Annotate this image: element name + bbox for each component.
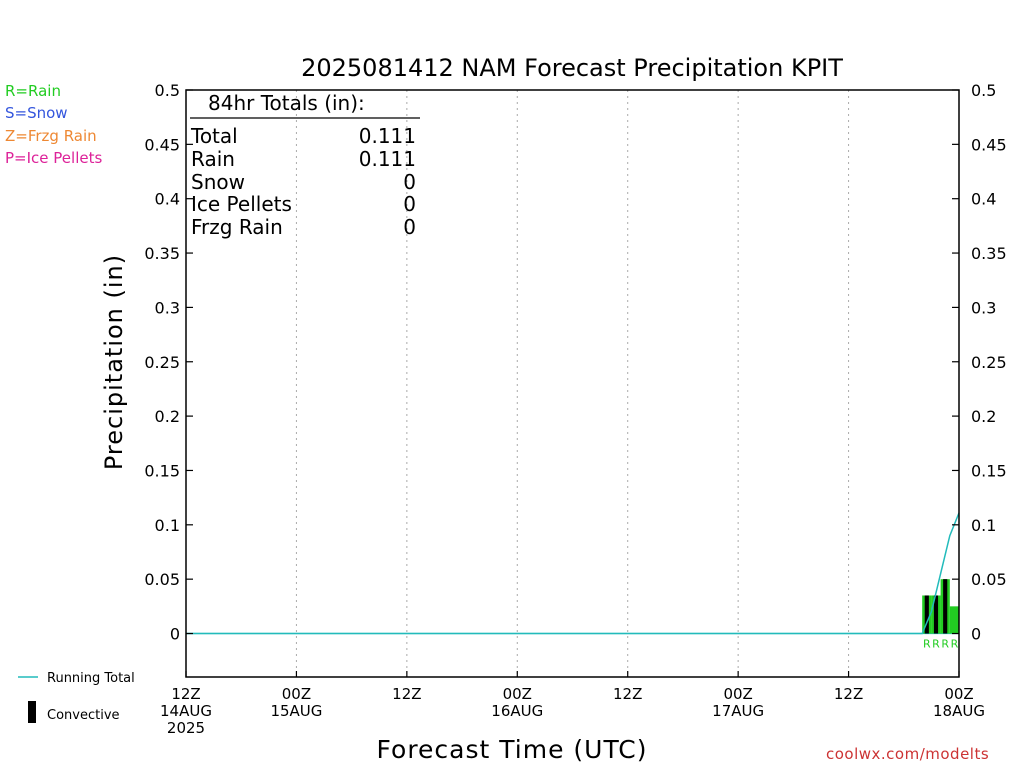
convective-bar [924, 595, 929, 634]
grid-lines [186, 90, 959, 677]
totals-value-snow: 0 [403, 170, 416, 194]
y-tick-label-right: 0.1 [971, 516, 996, 535]
y-tick-label-left: 0.15 [144, 461, 180, 480]
bars [922, 579, 959, 634]
y-tick-label-right: 0.3 [971, 298, 996, 317]
convective-bar [943, 579, 948, 634]
x-tick-label: 12Z [392, 685, 421, 703]
y-tick-label-left: 0.3 [155, 298, 180, 317]
y-tick-label-left: 0.2 [155, 407, 180, 426]
running-total-line [186, 512, 960, 635]
x-tick-label: 00Z [282, 685, 311, 703]
y-tick-label-right: 0.05 [971, 570, 1007, 589]
totals-value-total: 0.111 [359, 124, 416, 148]
running-total-polyline [186, 512, 960, 635]
y-axis-label: Precipitation (in) [100, 254, 128, 470]
x-tick-label: 00Z [503, 685, 532, 703]
x-tick-label: 12Z [613, 685, 642, 703]
totals-header: 84hr Totals (in): [208, 91, 365, 115]
credit-link[interactable]: coolwx.com/modelts [826, 745, 990, 763]
x-tick-label: 2025 [167, 719, 205, 737]
x-tick-label: 14AUG [160, 702, 212, 720]
y-tick-label-left: 0.35 [144, 244, 180, 263]
y-tick-label-left: 0 [170, 625, 180, 644]
x-tick-label: 15AUG [270, 702, 322, 720]
x-tick-label: 00Z [723, 685, 752, 703]
totals-label-snow: Snow [191, 170, 245, 194]
ptype-legend-snow: S=Snow [5, 104, 68, 122]
x-tick-label: 12Z [834, 685, 863, 703]
convective-legend-label: Convective [47, 708, 120, 723]
x-tick-label: 16AUG [491, 702, 543, 720]
totals-label-rain: Rain [191, 147, 235, 171]
x-tick-label: 12Z [171, 685, 200, 703]
convective-swatch [28, 701, 36, 723]
y-tick-label-right: 0.5 [971, 81, 996, 100]
x-tick-label: 00Z [944, 685, 973, 703]
ptype-legend-ice-pellets: P=Ice Pellets [5, 149, 103, 167]
y-tick-label-right: 0.35 [971, 244, 1007, 263]
y-tick-label-left: 0.05 [144, 570, 180, 589]
plot-frame [185, 89, 960, 678]
y-tick-label-left: 0.45 [144, 135, 180, 154]
y-tick-label-right: 0.25 [971, 353, 1007, 372]
ptype-label: R [951, 638, 959, 651]
totals-label-frzg-rain: Frzg Rain [191, 215, 283, 239]
totals-value-ice-pellets: 0 [403, 192, 416, 216]
y-tick-label-left: 0.25 [144, 353, 180, 372]
y-axis-ticks: 0 00.05 0.050.1 0.10.15 0.150.2 0.20.25 0.250.… [144, 81, 1006, 644]
totals-label-total: Total [190, 124, 238, 148]
running-total-legend-label: Running Total [47, 671, 135, 686]
totals-value-rain: 0.111 [359, 147, 416, 171]
x-axis-label: Forecast Time (UTC) [377, 735, 648, 764]
y-tick-label-left: 0.5 [155, 81, 180, 100]
ptype-label: R [941, 638, 949, 651]
y-tick-label-right: 0.15 [971, 461, 1007, 480]
ptype-label: R [932, 638, 940, 651]
convective-bar [933, 595, 939, 634]
x-tick-label: 18AUG [933, 702, 985, 720]
totals-box: 84hr Totals (in): Total 0.111 Rain 0.111… [190, 91, 420, 239]
precip-bar [949, 606, 959, 634]
y-tick-label-left: 0.1 [155, 516, 180, 535]
totals-label-ice-pellets: Ice Pellets [191, 192, 292, 216]
totals-value-frzg-rain: 0 [403, 215, 416, 239]
chart-title: 2025081412 NAM Forecast Precipitation KP… [301, 54, 843, 82]
y-tick-label-right: 0 [971, 625, 981, 644]
y-tick-label-right: 0.4 [971, 190, 996, 209]
ptype-legend-rain: R=Rain [5, 82, 61, 100]
ptype-label: R [923, 638, 931, 651]
y-tick-label-right: 0.45 [971, 135, 1007, 154]
x-tick-label: 17AUG [712, 702, 764, 720]
ptype-legend-frzg-rain: Z=Frzg Rain [5, 127, 97, 145]
series-legend: Running Total Convective [18, 671, 135, 723]
y-tick-label-right: 0.2 [971, 407, 996, 426]
y-tick-label-left: 0.4 [155, 190, 180, 209]
